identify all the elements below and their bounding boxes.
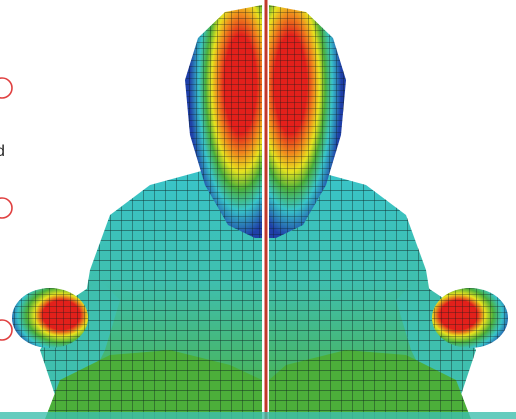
left-panel bbox=[12, 5, 262, 419]
right-panel bbox=[269, 5, 508, 419]
marker-circle-2 bbox=[0, 197, 13, 219]
bottom-strip bbox=[0, 412, 516, 419]
marker-circle-1 bbox=[0, 77, 13, 99]
marker-circle-3 bbox=[0, 319, 13, 341]
left-edge-letter: d bbox=[0, 143, 5, 160]
